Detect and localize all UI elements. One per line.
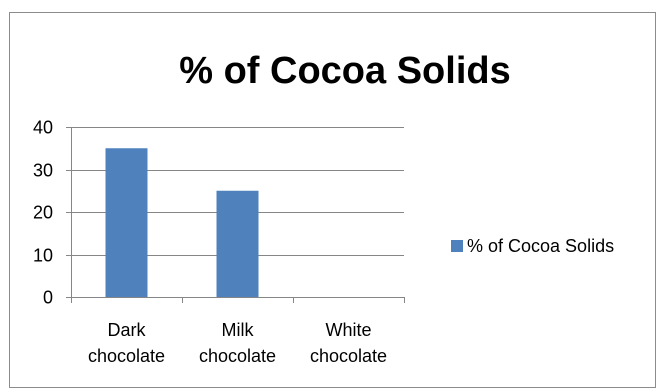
bar xyxy=(105,148,148,297)
x-tick-label: Dark chocolate xyxy=(88,320,165,366)
x-tick-label: Milk chocolate xyxy=(199,320,276,366)
y-tick-label: 0 xyxy=(43,288,53,308)
y-tick-label: 20 xyxy=(33,203,53,223)
y-tick-label: 40 xyxy=(33,118,53,138)
y-axis: 0 10 20 30 40 xyxy=(33,118,72,308)
legend-swatch xyxy=(451,240,463,252)
legend-label: % of Cocoa Solids xyxy=(467,236,614,256)
y-tick-label: 30 xyxy=(33,161,53,181)
legend: % of Cocoa Solids xyxy=(451,236,614,256)
y-tick-label: 10 xyxy=(33,246,53,266)
x-axis: Dark chocolate Milk chocolate White chocolate xyxy=(71,297,405,366)
bar xyxy=(216,190,259,297)
x-tick-label: White chocolate xyxy=(310,320,387,366)
bars xyxy=(105,148,259,297)
chart-title: % of Cocoa Solids xyxy=(179,50,510,92)
